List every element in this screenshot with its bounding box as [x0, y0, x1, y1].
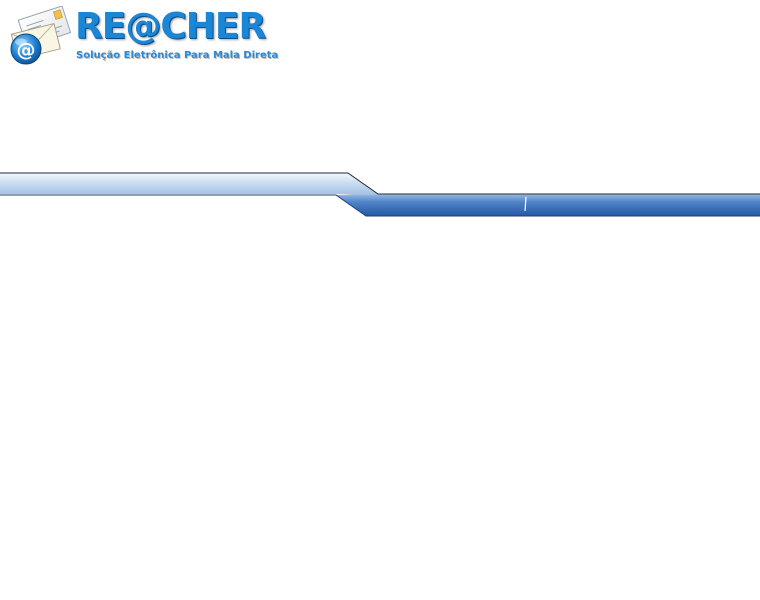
brand-subtitle: Solução Eletrônica Para Mala Direta — [76, 50, 278, 62]
svg-text:@: @ — [17, 39, 36, 61]
divider-mark — [524, 197, 527, 211]
logo[interactable]: @ RE@CHER Solução Eletrônica Para Mala D… — [8, 6, 278, 68]
envelope-at-icon: @ — [8, 6, 74, 68]
header-band — [0, 170, 760, 220]
brand-title: RE@CHER — [75, 7, 265, 47]
